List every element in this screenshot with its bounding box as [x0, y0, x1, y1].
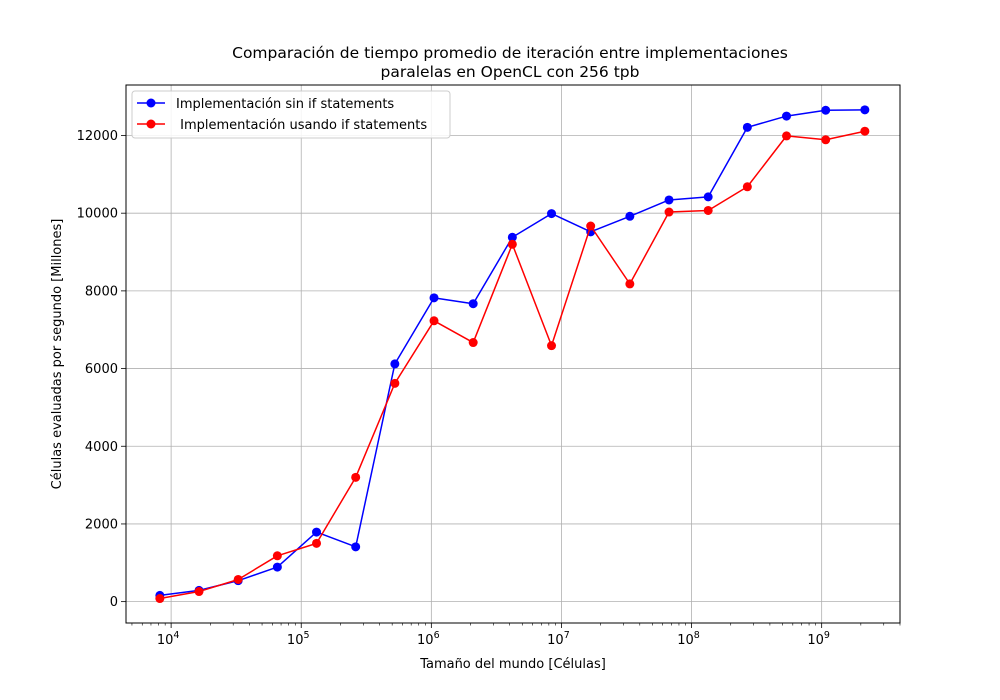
- data-point-series-2: [312, 538, 322, 548]
- grid: [126, 85, 900, 623]
- data-point-series-2: [429, 316, 439, 326]
- y-tick-label: 10000: [77, 207, 118, 222]
- x-tick-label: 107: [547, 630, 570, 648]
- data-point-series-2: [155, 594, 165, 604]
- data-point-series-2: [194, 587, 204, 597]
- legend-label-1: Implementación sin if statements: [176, 97, 394, 112]
- data-point-series-2: [507, 239, 517, 249]
- data-point-series-1: [507, 232, 517, 242]
- data-point-series-2: [351, 472, 361, 482]
- data-point-series-1: [664, 195, 674, 205]
- data-point-series-1: [468, 299, 478, 309]
- data-point-series-2: [586, 221, 596, 231]
- legend-label-2: Implementación usando if statements: [176, 118, 427, 133]
- data-point-series-2: [390, 378, 400, 388]
- legend-marker-dot-2: [146, 119, 156, 129]
- data-point-series-2: [860, 126, 870, 136]
- data-point-series-1: [351, 542, 361, 552]
- data-point-series-2: [703, 205, 713, 215]
- chart-title-line-2: paralelas en OpenCL con 256 tpb: [381, 63, 640, 81]
- ticks: 0 2000 4000 6000 8000 10000 12000 104 105 106 107 1…: [77, 129, 901, 648]
- data-point-series-2: [468, 338, 478, 348]
- x-tick-label: 106: [417, 630, 440, 648]
- chart-title-line-1: Comparación de tiempo promedio de iterac…: [232, 44, 788, 62]
- data-point-series-2: [547, 341, 557, 351]
- legend: Implementación sin if statements Impleme…: [131, 90, 451, 139]
- y-tick-label: 8000: [85, 284, 118, 299]
- data-point-series-1: [429, 293, 439, 303]
- data-point-series-1: [390, 359, 400, 369]
- data-point-series-1: [625, 211, 635, 221]
- data-point-series-1: [312, 527, 322, 537]
- data-point-series-2: [782, 131, 792, 141]
- series-layer: [155, 105, 870, 604]
- data-point-series-1: [821, 105, 831, 115]
- x-tick-label: 108: [677, 630, 700, 648]
- data-point-series-1: [742, 122, 752, 132]
- data-point-series-2: [664, 207, 674, 217]
- y-tick-label: 0: [110, 595, 118, 610]
- data-point-series-2: [821, 135, 831, 145]
- data-point-series-2: [625, 279, 635, 289]
- data-point-series-1: [860, 105, 870, 115]
- y-tick-label: 4000: [85, 440, 118, 455]
- plot-frame: [125, 84, 901, 624]
- data-point-series-1: [547, 209, 557, 219]
- x-axis-label: Tamaño del mundo [Células]: [419, 657, 606, 672]
- x-tick-label: 109: [807, 630, 830, 648]
- y-tick-label: 12000: [77, 129, 118, 144]
- data-point-series-1: [272, 562, 282, 572]
- x-tick-label: 105: [287, 630, 310, 648]
- data-point-series-1: [782, 111, 792, 121]
- data-point-series-2: [233, 574, 243, 584]
- data-point-series-2: [742, 182, 752, 192]
- y-tick-label: 2000: [85, 517, 118, 532]
- data-point-series-2: [272, 551, 282, 561]
- data-point-series-1: [703, 192, 713, 202]
- x-tick-label: 104: [157, 630, 180, 648]
- y-tick-label: 6000: [85, 362, 118, 377]
- legend-box: [131, 90, 451, 139]
- legend-marker-dot-1: [146, 98, 156, 108]
- y-axis-label: Células evaluadas por segundo [Millones]: [50, 219, 65, 490]
